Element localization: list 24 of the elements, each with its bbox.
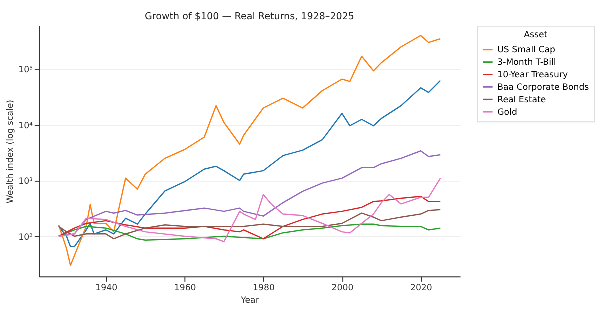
x-axis-title: Year <box>240 296 260 306</box>
y-tick-label: 10³ <box>18 177 34 188</box>
legend-label: 10-Year Treasury <box>498 70 568 81</box>
chart-title: Growth of $100 — Real Returns, 1928–2025 <box>145 12 354 23</box>
y-tick-label: 10⁵ <box>18 66 34 76</box>
legend-label: 3-Month T-Bill <box>498 58 556 68</box>
x-tick-label: 2000 <box>332 284 354 294</box>
line-series <box>58 80 442 248</box>
y-tick-label: 10² <box>18 232 34 243</box>
x-tick-label: 2020 <box>410 284 432 294</box>
line-series <box>58 178 442 242</box>
legend-label: Real Estate <box>498 96 546 106</box>
legend-label: Baa Corporate Bonds <box>498 83 590 94</box>
legend-label: Gold <box>498 108 518 118</box>
x-tick-label: 1940 <box>96 284 118 294</box>
line-series <box>58 35 442 266</box>
line-series <box>58 196 442 240</box>
line-series <box>58 209 442 240</box>
legend-label: US Small Cap <box>498 46 556 56</box>
legend-title: Asset <box>524 30 548 40</box>
x-tick-label: 1980 <box>253 284 275 294</box>
x-tick-label: 1960 <box>174 284 196 294</box>
y-tick-label: 10⁴ <box>18 121 34 132</box>
y-axis-title: Wealth index (log scale) <box>6 100 16 204</box>
